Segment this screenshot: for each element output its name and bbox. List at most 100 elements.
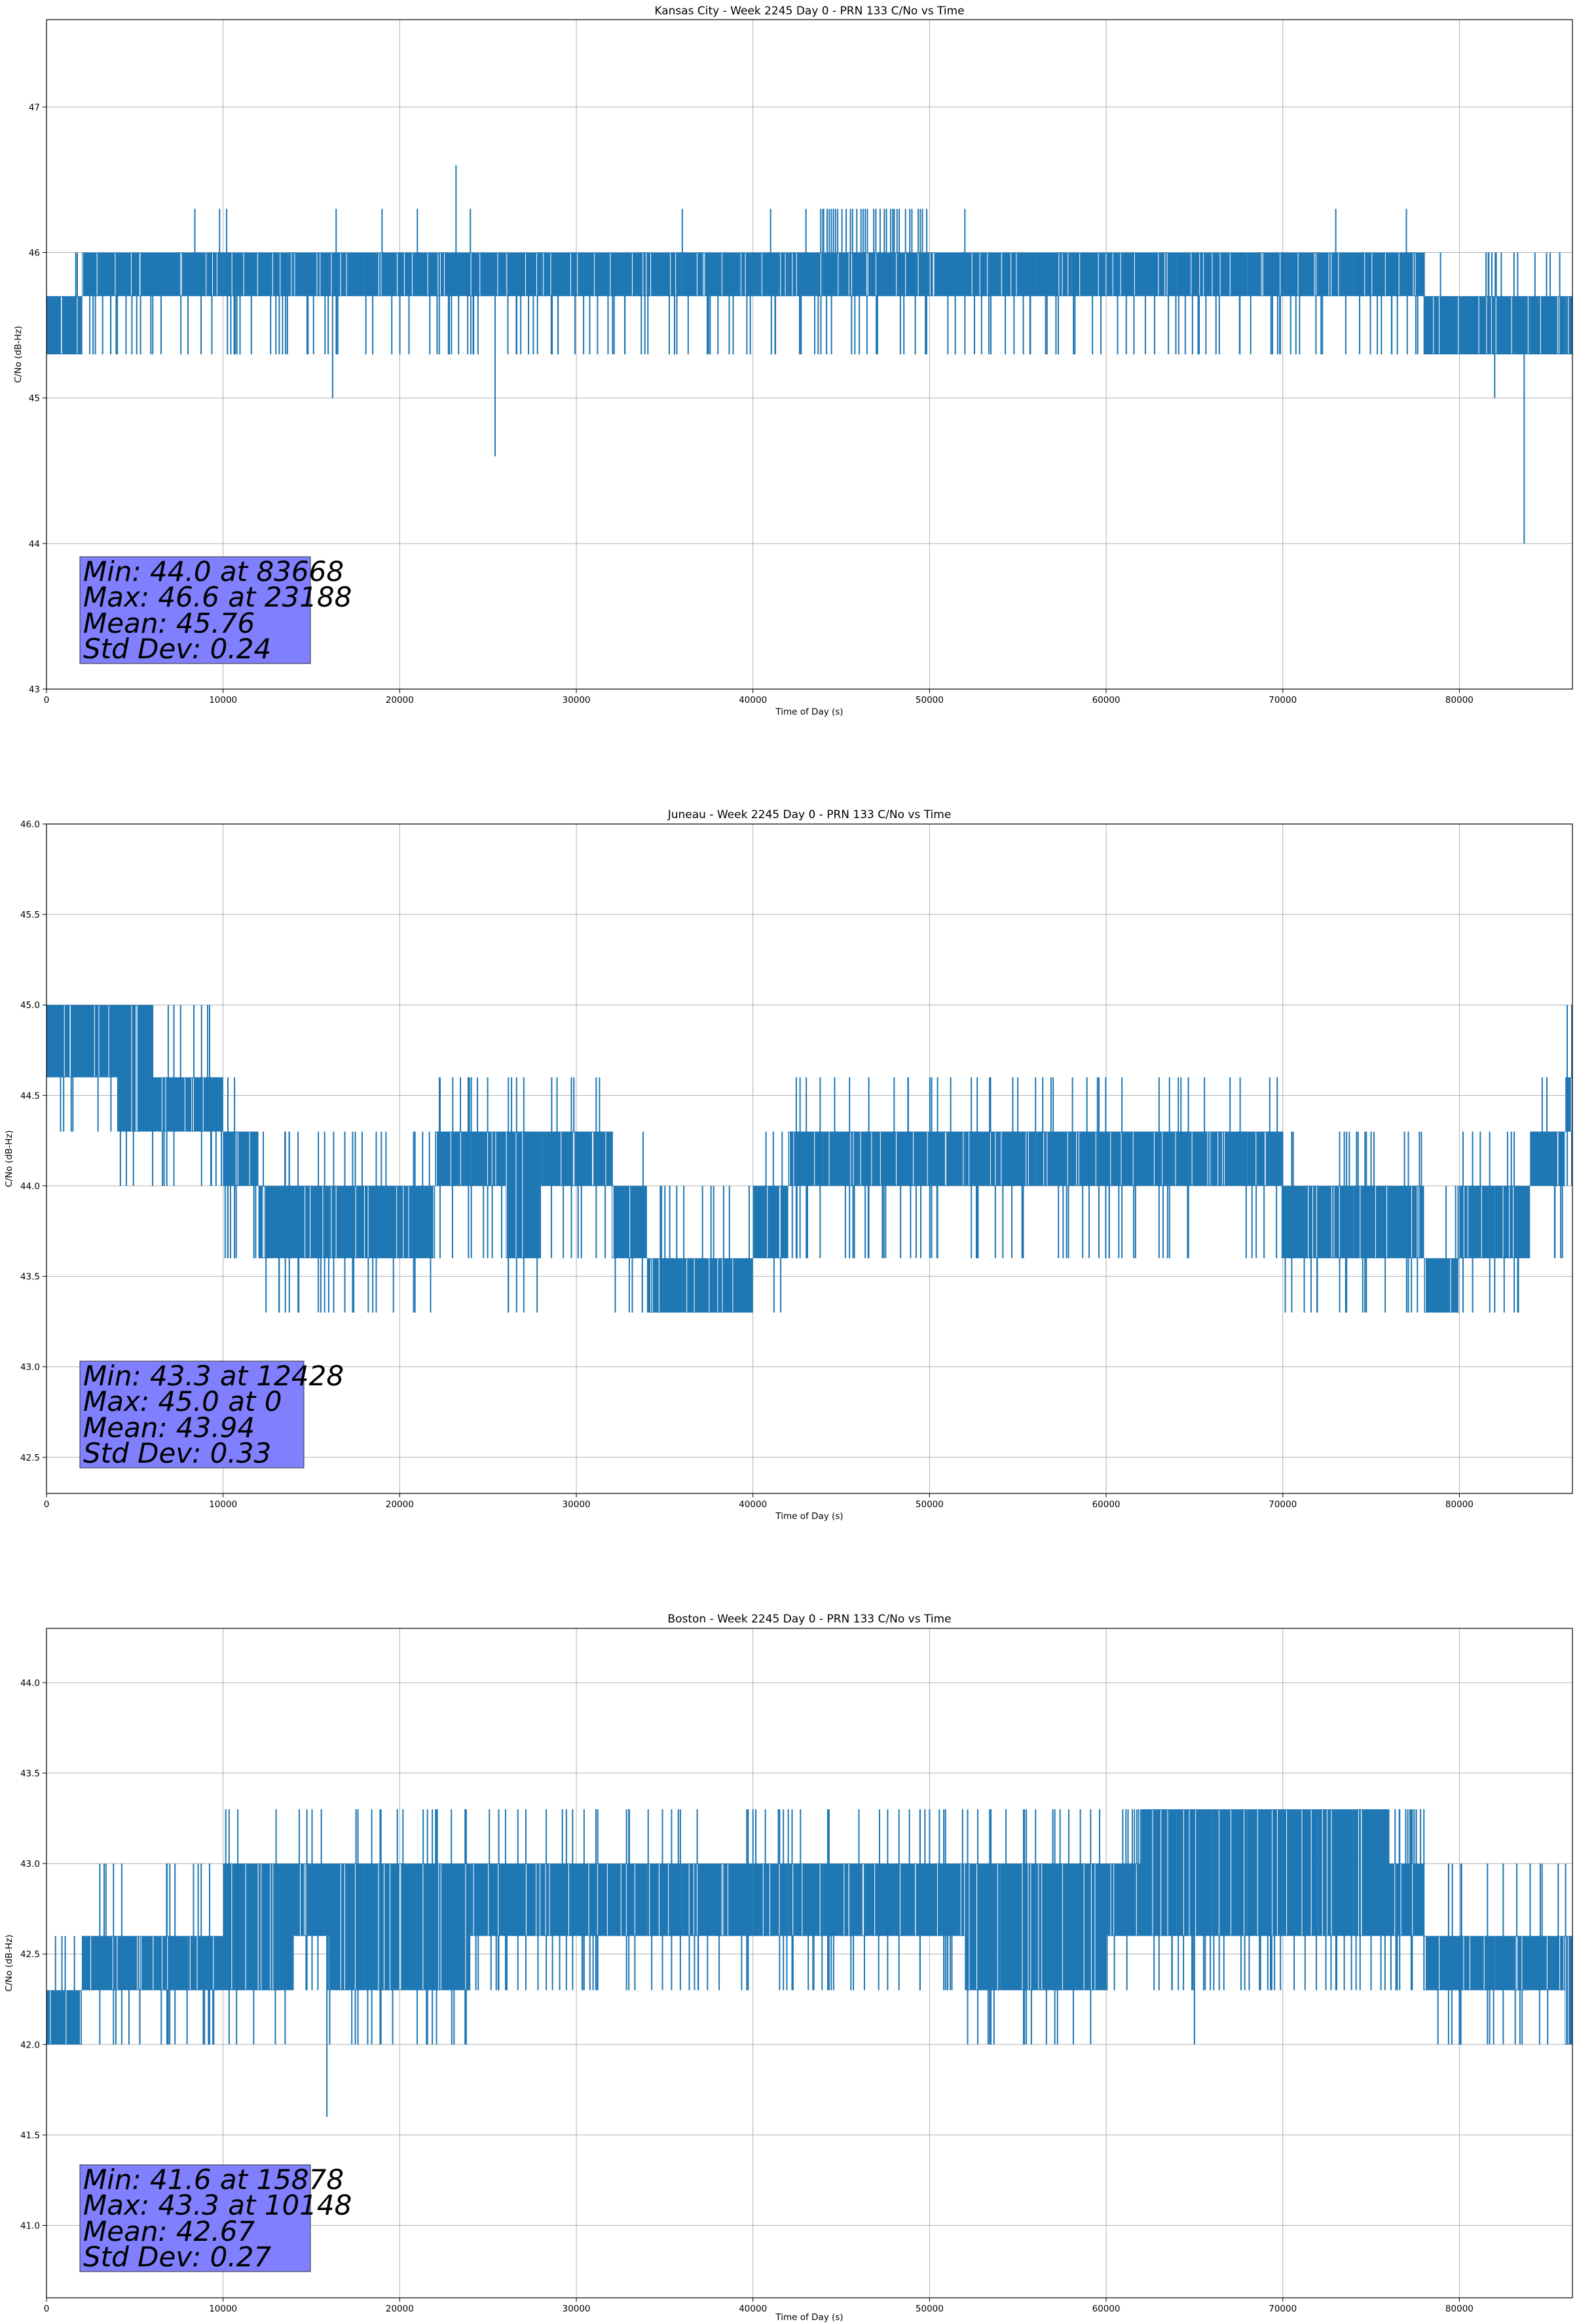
data-band	[81, 1005, 117, 1078]
data-band	[1106, 252, 1141, 297]
data-band	[329, 1186, 365, 1258]
y-tick-label: 45.0	[20, 1000, 40, 1011]
data-band	[752, 252, 788, 297]
data-band	[965, 252, 1001, 297]
data-band	[1247, 1809, 1283, 1936]
stats-mean: Mean: 43.94	[83, 1412, 255, 1444]
data-band	[1106, 1864, 1141, 1936]
data-band	[1353, 1186, 1389, 1258]
y-tick-label: 42.5	[20, 1453, 40, 1463]
x-tick-label: 0	[44, 2304, 50, 2314]
x-tick-label: 40000	[739, 2304, 767, 2314]
data-band	[894, 1131, 930, 1186]
x-tick-label: 60000	[1092, 1499, 1121, 1510]
data-band	[788, 1864, 824, 1936]
data-band	[506, 1864, 542, 1936]
chart-title: Kansas City - Week 2245 Day 0 - PRN 133 …	[654, 5, 964, 18]
y-tick-label: 43.0	[20, 1362, 40, 1373]
data-band	[752, 1864, 788, 1936]
data-band	[1071, 1864, 1107, 1991]
y-tick-label: 44.5	[20, 1091, 40, 1101]
data-band	[1494, 1936, 1531, 1991]
data-series	[46, 1005, 1572, 1313]
data-band	[187, 1077, 223, 1132]
data-band	[399, 252, 436, 297]
y-tick-label: 44.0	[20, 1678, 40, 1689]
stats-box-background	[79, 556, 311, 664]
chart-title: Juneau - Week 2245 Day 0 - PRN 133 C/No …	[667, 808, 952, 821]
x-tick-label: 30000	[563, 1499, 591, 1510]
x-tick-label: 40000	[739, 695, 767, 705]
data-band	[929, 1131, 965, 1186]
data-series	[46, 1809, 1572, 2117]
data-band	[611, 1186, 647, 1258]
y-tick-label: 45.5	[20, 910, 40, 920]
y-tick-label: 43.0	[20, 1859, 40, 1869]
x-tick-label: 0	[44, 1499, 50, 1510]
data-band	[1565, 296, 1572, 354]
stats-min: Min: 44.0 at 83668	[83, 555, 344, 588]
stats-box-background	[79, 2164, 311, 2272]
plot-frame	[46, 1628, 1573, 2298]
data-band	[1035, 1131, 1071, 1186]
x-axis-label: Time of Day (s)	[775, 2312, 843, 2323]
x-tick-label: 20000	[386, 1499, 414, 1510]
data-band	[1282, 1186, 1318, 1258]
x-axis-label: Time of Day (s)	[775, 707, 843, 717]
plot-frame	[46, 823, 1573, 1494]
chart-title: Boston - Week 2245 Day 0 - PRN 133 C/No …	[667, 1613, 951, 1626]
data-band	[1141, 252, 1177, 297]
data-band	[1565, 1936, 1572, 2045]
data-band	[1176, 1809, 1212, 1936]
x-tick-label: 60000	[1092, 2304, 1121, 2314]
chart-boston: Boston - Week 2245 Day 0 - PRN 133 C/No …	[4, 1613, 1573, 2323]
data-series	[46, 165, 1573, 544]
chart-juneau: Juneau - Week 2245 Day 0 - PRN 133 C/No …	[4, 808, 1573, 1522]
x-tick-label: 30000	[563, 695, 591, 705]
x-tick-label: 10000	[209, 695, 237, 705]
x-tick-label: 20000	[386, 2304, 414, 2314]
data-band	[1282, 252, 1318, 297]
data-band	[364, 1864, 400, 1991]
data-band	[1176, 252, 1212, 297]
x-tick-label: 10000	[209, 1499, 237, 1510]
stats-mean: Mean: 42.67	[83, 2215, 255, 2247]
stats-max: Max: 46.6 at 23188	[83, 581, 352, 613]
y-axis-label: C/No (dB-Hz)	[4, 1130, 14, 1187]
ticks: 0 10000 20000 30000 40000 50000 60000 70000 8000…	[29, 102, 1474, 705]
data-band	[293, 252, 329, 297]
y-tick-label: 46	[29, 248, 40, 258]
data-band	[117, 252, 153, 297]
y-tick-label: 43.5	[20, 1769, 40, 1779]
x-tick-label: 50000	[916, 2304, 944, 2314]
plot-frame	[46, 19, 1573, 690]
x-tick-label: 70000	[1269, 2304, 1297, 2314]
y-tick-label: 41.0	[20, 2221, 40, 2232]
x-tick-label: 80000	[1445, 695, 1474, 705]
x-tick-label: 50000	[916, 1499, 944, 1510]
data-band	[1282, 1809, 1318, 1936]
data-band	[1424, 1258, 1460, 1313]
data-band	[46, 1990, 82, 2045]
y-tick-label: 43.5	[20, 1272, 40, 1283]
data-band	[1494, 1186, 1531, 1258]
x-axis-label: Time of Day (s)	[775, 1511, 843, 1522]
stats-max: Max: 45.0 at 0	[83, 1385, 282, 1417]
data-band	[1318, 1186, 1354, 1258]
data-band	[682, 1258, 718, 1313]
data-band	[717, 252, 753, 297]
y-tick-label: 44.0	[20, 1181, 40, 1191]
data-band	[1459, 1186, 1495, 1258]
x-tick-label: 50000	[916, 695, 944, 705]
stats-box-background	[79, 1360, 305, 1469]
data-band	[1388, 252, 1424, 297]
stats-min: Min: 43.3 at 12428	[83, 1360, 344, 1392]
y-tick-label: 41.5	[20, 2130, 40, 2141]
stats-std-dev: Std Dev: 0.24	[83, 633, 271, 665]
data-band	[576, 252, 612, 297]
data-band	[717, 1258, 753, 1313]
stats-box: Min: 41.6 at 15878 Max: 43.3 at 10148 Me…	[79, 2164, 352, 2273]
data-band	[435, 252, 471, 297]
data-band	[965, 1864, 1001, 1991]
stats-mean: Mean: 45.76	[83, 607, 255, 639]
